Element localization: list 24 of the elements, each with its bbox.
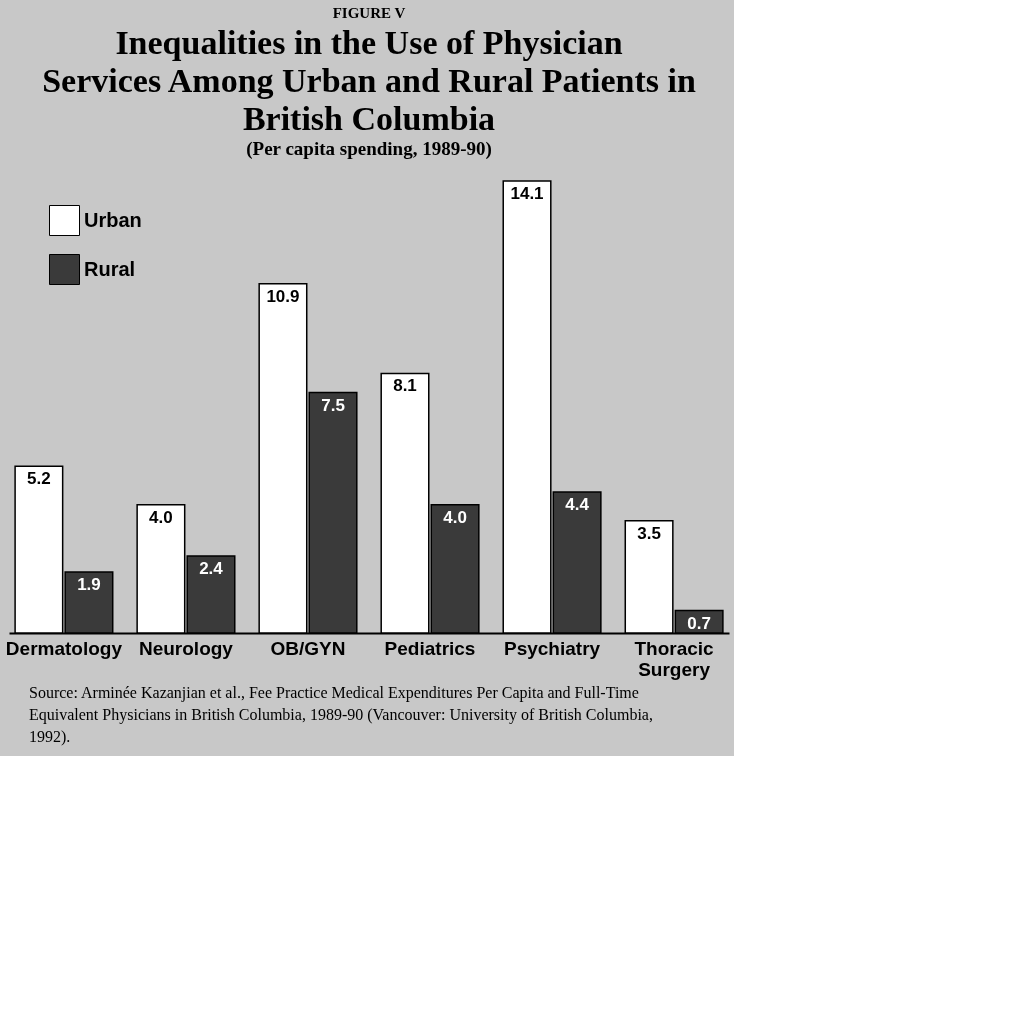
data-label: 4.0 (443, 507, 467, 527)
data-label: 0.7 (687, 613, 711, 633)
data-label: 1.9 (77, 575, 101, 595)
x-tick-label: Psychiatry (503, 637, 601, 659)
data-label: 3.5 (637, 523, 661, 543)
legend-label: Urban (84, 208, 142, 231)
x-tick-label: Pediatrics (384, 637, 476, 659)
data-label: 14.1 (510, 184, 544, 204)
data-label: 2.4 (199, 559, 224, 579)
x-tick-label: Dermatology (5, 637, 123, 659)
legend-label: Rural (84, 257, 136, 280)
text: FIGURE V (332, 5, 406, 21)
data-label: 4.4 (565, 494, 590, 514)
x-tick-label: Thoracic Surgery (634, 637, 715, 680)
data-label: 5.2 (27, 469, 51, 489)
x-tick-label: OB/GYN (270, 637, 346, 659)
data-label: 8.1 (393, 376, 417, 396)
source-note: Source: Arminée Kazanjian et al., Fee Practice Medical Expenditures Per Capita and Full-Time Equivalent Physicians in British Columbia, 1989-90 (Vancouver: University of British Columbia, 1992). (29, 684, 653, 746)
data-label: 7.5 (321, 395, 345, 415)
chart-title: Inequalities in the Use of Physician Services Among Urban and Rural Patients in British Columbia (42, 24, 696, 137)
data-label: 10.9 (266, 286, 300, 306)
chart-subtitle: (Per capita spending, 1989-90) (246, 138, 492, 160)
data-label: 4.0 (149, 507, 173, 527)
x-tick-label: Neurology (138, 637, 234, 659)
